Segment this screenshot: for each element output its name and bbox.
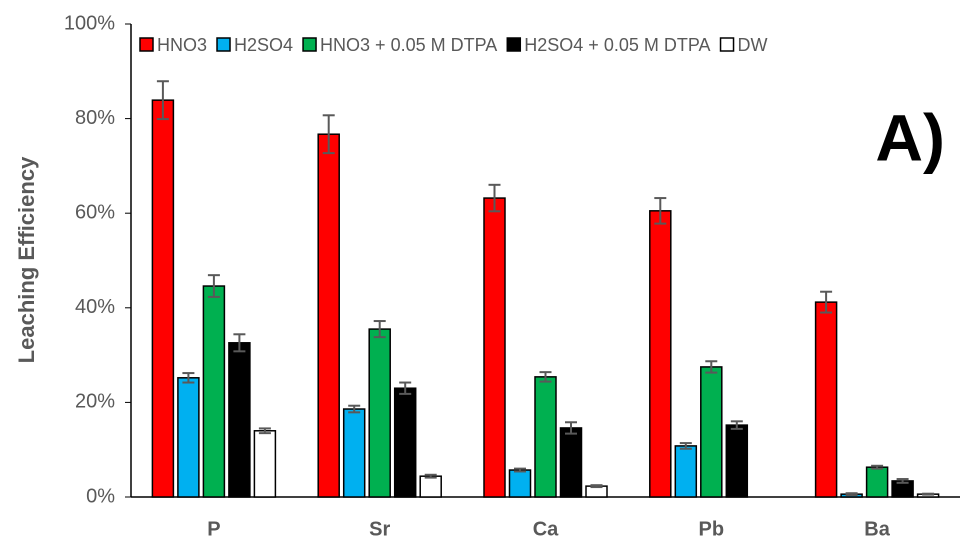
legend-label: H2SO4 + 0.05 M DTPA (524, 35, 710, 55)
x-tick-label: Sr (369, 518, 390, 540)
x-tick-label: Ca (533, 518, 559, 540)
bar (419, 475, 442, 498)
bar (317, 133, 340, 498)
bar (534, 376, 557, 498)
legend-swatch (216, 37, 231, 52)
bar (674, 445, 698, 498)
bar (253, 430, 277, 498)
y-axis-label: Leaching Efficiency (14, 156, 39, 363)
legend-label: DW (738, 35, 768, 55)
x-tick-label: Ba (864, 518, 890, 540)
legend-label: HNO3 (157, 35, 207, 55)
bar (177, 377, 200, 498)
bar (725, 424, 749, 498)
x-tick-label: P (207, 518, 220, 540)
bar (508, 469, 532, 498)
legend-label: H2SO4 (234, 35, 293, 55)
bar (393, 387, 417, 498)
y-tick-label: 20% (75, 391, 115, 413)
legend-label: HNO3 + 0.05 M DTPA (320, 35, 497, 55)
y-tick-label: 40% (75, 296, 115, 318)
bar (865, 466, 889, 498)
legend-swatch (719, 37, 735, 52)
y-tick-label: 80% (75, 107, 115, 129)
bar (559, 427, 583, 498)
y-tick-label: 0% (86, 485, 115, 507)
bar (700, 366, 723, 498)
legend-swatch (302, 37, 317, 52)
x-tick-label: Pb (699, 518, 725, 540)
y-tick-label: 100% (64, 12, 115, 34)
bar (342, 408, 366, 498)
legend-swatch (506, 37, 522, 52)
bar (649, 210, 672, 498)
bar (368, 328, 391, 498)
legend-swatch (139, 37, 154, 52)
bar (202, 285, 226, 498)
bar (151, 99, 175, 498)
bar (814, 301, 838, 498)
y-tick-label: 60% (75, 201, 115, 223)
bar (228, 342, 251, 498)
bar (483, 197, 506, 498)
annotation: A) (875, 100, 945, 174)
